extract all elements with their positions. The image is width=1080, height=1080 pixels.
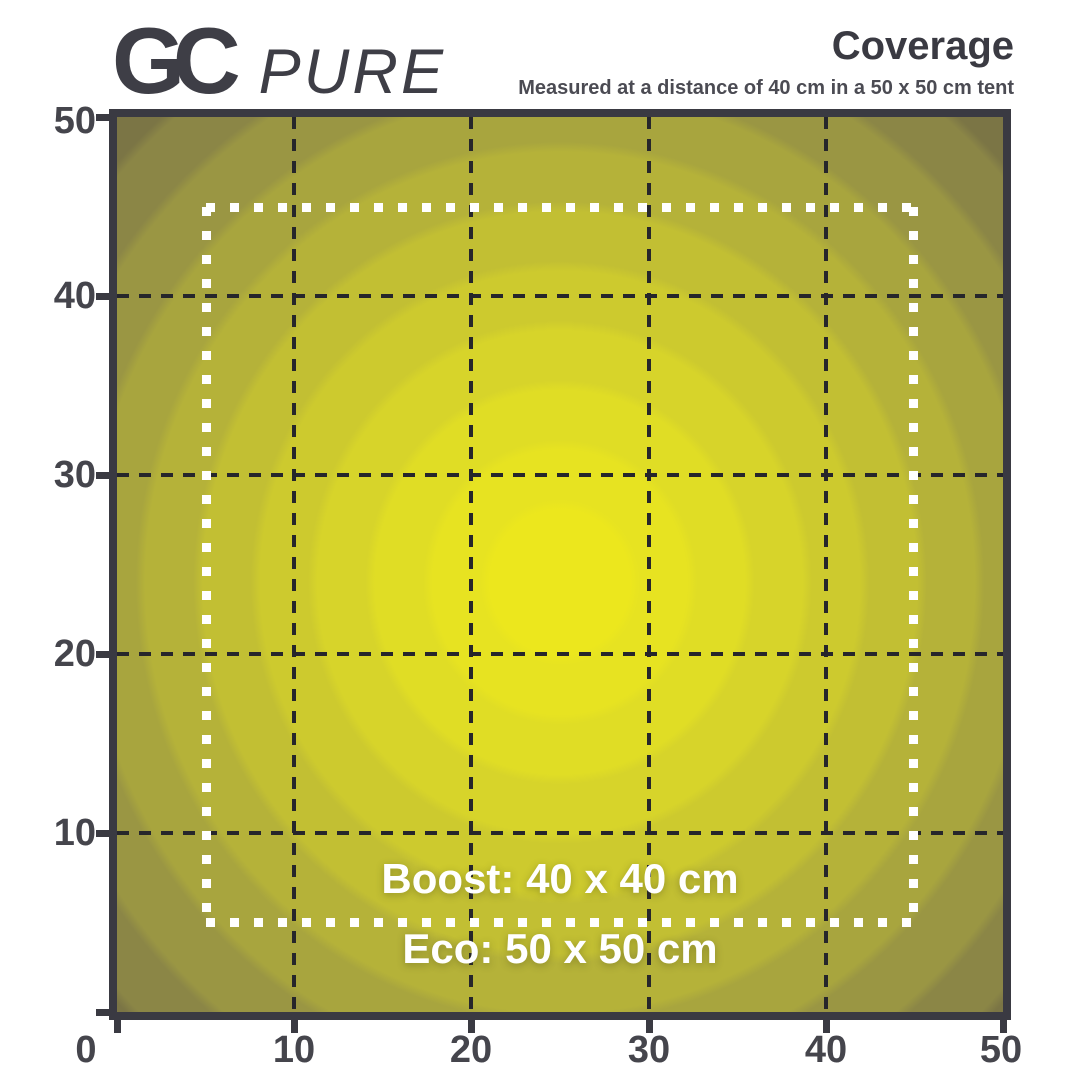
x-tick-40 xyxy=(823,1020,830,1033)
y-label-30: 30 xyxy=(53,454,96,496)
page-title: Coverage xyxy=(831,24,1014,68)
boost-rect-top-edge xyxy=(205,202,915,212)
gridline-x-10 xyxy=(292,117,297,1012)
boost-rect-bottom-edge xyxy=(205,917,915,927)
x-label-30: 30 xyxy=(627,1029,671,1071)
coverage-plot: Boost: 40 x 40 cm Eco: 50 x 50 cm xyxy=(109,109,1011,1020)
gridline-x-30 xyxy=(646,117,651,1012)
x-label-40: 40 xyxy=(804,1029,848,1071)
y-tick-50 xyxy=(96,114,109,121)
gridline-y-40 xyxy=(117,294,1003,298)
y-label-20: 20 xyxy=(53,633,96,675)
x-tick-10 xyxy=(291,1020,298,1033)
gridline-y-10 xyxy=(117,831,1003,835)
gridline-x-20 xyxy=(469,117,474,1012)
y-label-10: 10 xyxy=(53,812,96,854)
x-label-50: 50 xyxy=(979,1029,1023,1071)
x-label-20: 20 xyxy=(449,1029,493,1071)
x-tick-0 xyxy=(114,1020,121,1033)
brand-logo: GC PURE xyxy=(112,14,446,108)
logo-pure-wordmark: PURE xyxy=(258,37,447,107)
chart-header: Coverage Measured at a distance of 40 cm… xyxy=(518,24,1014,100)
eco-coverage-label: Eco: 50 x 50 cm xyxy=(402,925,718,972)
heatmap-gradient xyxy=(117,117,1003,1012)
y-label-40: 40 xyxy=(53,275,96,317)
x-label-0: 0 xyxy=(75,1029,97,1071)
gridline-y-20 xyxy=(117,652,1003,656)
page-subtitle: Measured at a distance of 40 cm in a 50 … xyxy=(518,77,1014,99)
boost-coverage-label: Boost: 40 x 40 cm xyxy=(381,855,739,902)
logo-gc-monogram: GC xyxy=(112,8,241,113)
y-tick-10 xyxy=(96,830,109,837)
y-label-50: 50 xyxy=(53,100,96,142)
gridline-y-30 xyxy=(117,473,1003,477)
x-tick-20 xyxy=(468,1020,475,1033)
y-tick-30 xyxy=(96,472,109,479)
x-tick-30 xyxy=(646,1020,653,1033)
gridline-x-40 xyxy=(823,117,828,1012)
y-tick-20 xyxy=(96,651,109,658)
x-tick-50 xyxy=(1000,1020,1007,1033)
boost-rect-left-edge xyxy=(201,206,211,923)
y-tick-40 xyxy=(96,293,109,300)
x-label-10: 10 xyxy=(272,1029,316,1071)
boost-rect-right-edge xyxy=(909,206,919,923)
y-tick-0 xyxy=(96,1009,109,1016)
